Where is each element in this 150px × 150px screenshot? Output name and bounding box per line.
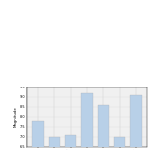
Bar	[65, 135, 76, 150]
Bar	[32, 121, 44, 150]
Bar	[81, 93, 93, 150]
Bar	[98, 105, 109, 150]
Y-axis label: Magnitude: Magnitude	[13, 107, 17, 127]
Bar	[130, 95, 142, 150]
Bar	[114, 137, 125, 150]
Bar	[49, 137, 60, 150]
